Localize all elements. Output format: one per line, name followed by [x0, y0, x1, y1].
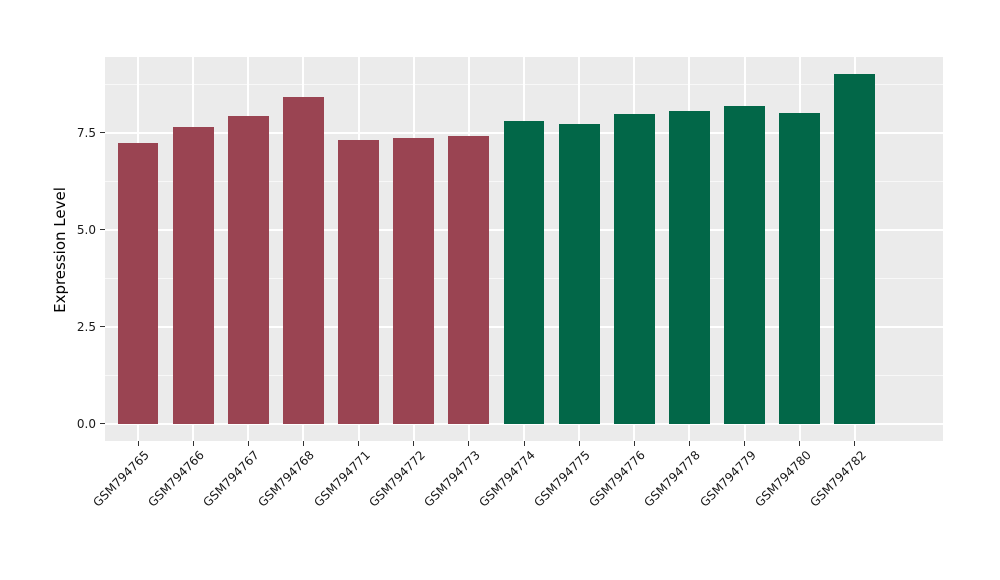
bar-GSM794782	[834, 74, 876, 424]
x-tick-mark	[358, 441, 360, 446]
x-tick-mark	[688, 441, 690, 446]
x-tick-mark	[192, 441, 194, 446]
plot-panel	[105, 57, 943, 441]
bar-GSM794771	[338, 140, 379, 424]
y-tick-label: 5.0	[76, 222, 96, 237]
x-tick-mark	[744, 441, 746, 446]
bar-GSM794775	[558, 124, 600, 424]
bar-GSM794778	[668, 111, 710, 424]
bar-GSM794772	[393, 138, 435, 424]
bar-GSM794768	[283, 96, 324, 424]
bar-GSM794780	[779, 112, 821, 424]
x-tick-mark	[247, 441, 249, 446]
x-tick-mark	[137, 441, 139, 446]
x-tick-mark	[468, 441, 470, 446]
y-tick-mark	[100, 326, 105, 328]
bar-GSM794767	[227, 115, 269, 424]
x-tick-mark	[413, 441, 415, 446]
bar-GSM794774	[503, 120, 545, 424]
bar-GSM794766	[172, 126, 214, 424]
x-tick-mark	[799, 441, 801, 446]
x-tick-mark	[302, 441, 304, 446]
bar-GSM794779	[724, 106, 765, 424]
bar-GSM794776	[613, 114, 655, 424]
y-tick-mark	[100, 229, 105, 231]
y-tick-label: 2.5	[76, 319, 96, 334]
bar-GSM794765	[117, 143, 159, 424]
y-tick-label: 7.5	[76, 125, 96, 140]
y-tick-label: 0.0	[76, 416, 96, 431]
x-tick-mark	[854, 441, 856, 446]
y-tick-mark	[100, 132, 105, 134]
bar-GSM794773	[448, 135, 490, 424]
x-tick-mark	[523, 441, 525, 446]
x-tick-mark	[633, 441, 635, 446]
x-tick-mark	[578, 441, 580, 446]
y-axis-title: Expression Level	[51, 187, 69, 313]
y-tick-mark	[100, 423, 105, 425]
